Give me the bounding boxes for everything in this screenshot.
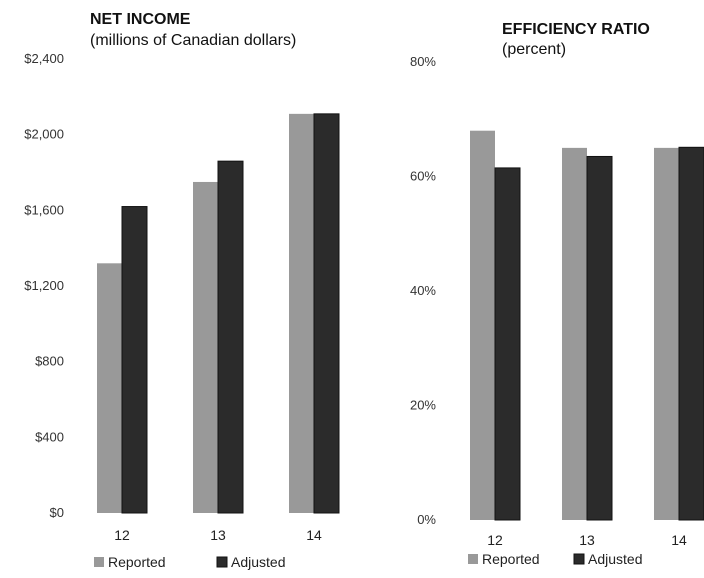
efficiency-ratio-legend-label-reported: Reported bbox=[482, 551, 540, 567]
efficiency-ratio-bar-adjusted-12 bbox=[494, 167, 521, 521]
efficiency-ratio-bar-reported-12 bbox=[470, 130, 495, 520]
efficiency-ratio-bar-reported-13 bbox=[562, 147, 587, 520]
net-income-legend-label-reported: Reported bbox=[108, 554, 166, 570]
net-income-ytick-label: $2,400 bbox=[24, 51, 64, 66]
efficiency-ratio-ytick-label: 80% bbox=[410, 54, 436, 69]
net-income-category-label: 12 bbox=[114, 527, 130, 543]
efficiency-ratio-ytick-label: 60% bbox=[410, 169, 436, 184]
efficiency-ratio-ytick-label: 20% bbox=[410, 398, 436, 413]
net-income-bar-adjusted-12 bbox=[121, 206, 148, 514]
net-income-bar-reported-12 bbox=[97, 263, 122, 513]
net-income-ytick-label: $2,000 bbox=[24, 127, 64, 142]
efficiency-ratio-category-label: 12 bbox=[487, 532, 503, 548]
net-income-title: NET INCOME bbox=[90, 11, 191, 28]
efficiency-ratio-ytick-label: 0% bbox=[417, 512, 436, 527]
net-income-legend-label-adjusted: Adjusted bbox=[231, 554, 285, 570]
efficiency-ratio-subtitle: (percent) bbox=[502, 41, 566, 58]
net-income-bar-adjusted-14 bbox=[313, 113, 340, 514]
net-income-ytick-label: $1,600 bbox=[24, 202, 64, 217]
efficiency-ratio-bar-adjusted-13 bbox=[586, 155, 613, 521]
efficiency-ratio-ytick-label: 40% bbox=[410, 283, 436, 298]
efficiency-ratio-title: EFFICIENCY RATIO bbox=[502, 21, 650, 38]
net-income-legend-swatch-adjusted bbox=[216, 556, 228, 568]
efficiency-ratio-category-label: 13 bbox=[579, 532, 595, 548]
net-income-ytick-label: $0 bbox=[50, 505, 64, 520]
efficiency-ratio-legend-swatch-reported bbox=[468, 554, 478, 564]
net-income-ytick-label: $400 bbox=[35, 429, 64, 444]
net-income-legend-swatch-reported bbox=[94, 557, 104, 567]
net-income-bar-adjusted-13 bbox=[217, 160, 244, 514]
efficiency-ratio-legend-label-adjusted: Adjusted bbox=[588, 551, 642, 567]
net-income-category-label: 13 bbox=[210, 527, 226, 543]
efficiency-ratio-bar-adjusted-14 bbox=[678, 146, 704, 521]
efficiency-ratio-bar-reported-14 bbox=[654, 147, 679, 520]
net-income-category-label: 14 bbox=[306, 527, 322, 543]
net-income-chart: NET INCOME (millions of Canadian dollars… bbox=[24, 11, 340, 570]
efficiency-ratio-legend-swatch-adjusted bbox=[573, 553, 585, 565]
net-income-ytick-label: $800 bbox=[35, 354, 64, 369]
efficiency-ratio-chart: EFFICIENCY RATIO (percent) 0% 20% 40% 60% 80… bbox=[410, 21, 704, 567]
net-income-subtitle: (millions of Canadian dollars) bbox=[90, 32, 296, 49]
net-income-ytick-label: $1,200 bbox=[24, 278, 64, 293]
efficiency-ratio-category-label: 14 bbox=[671, 532, 687, 548]
net-income-bar-reported-14 bbox=[289, 113, 314, 513]
net-income-bar-reported-13 bbox=[193, 181, 218, 514]
